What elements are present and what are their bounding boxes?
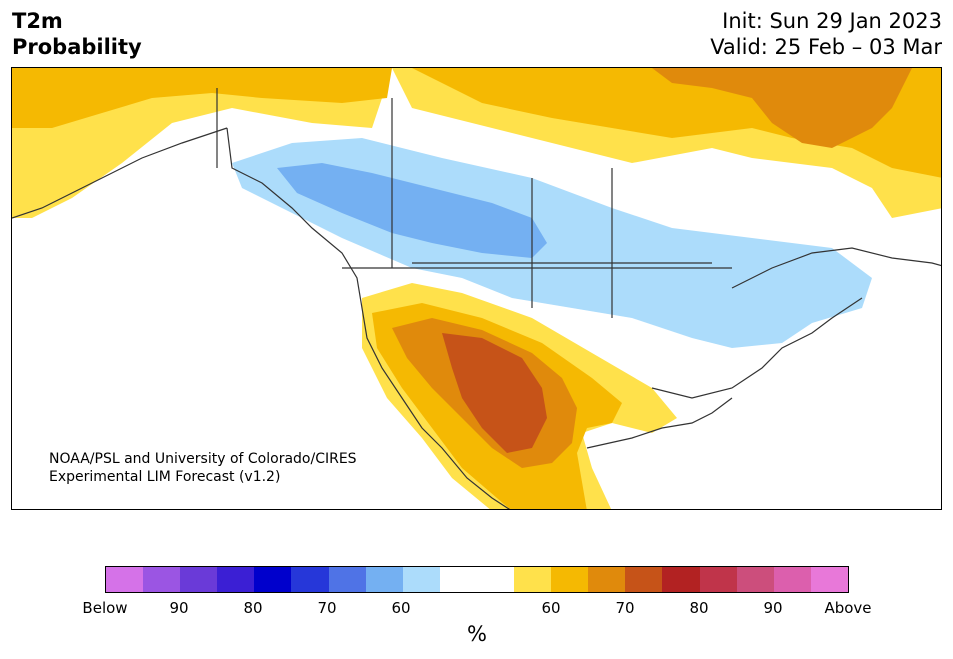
title-variable: T2m [12,9,63,33]
colorbar-swatch [402,567,440,592]
map-panel [11,67,942,510]
colorbar-swatch [106,567,144,592]
colorbar-swatch [699,567,737,592]
colorbar-swatch [773,567,811,592]
coastlines [12,88,941,509]
credit-text: NOAA/PSL and University of Colorado/CIRE… [49,450,357,486]
above-80-core [442,333,547,453]
colorbar-swatch [439,567,477,592]
credit-line-2: Experimental LIM Forecast (v1.2) [49,469,281,485]
init-date: Init: Sun 29 Jan 2023 [722,9,942,33]
colorbar-tick-label: 60 [541,599,561,617]
colorbar-swatch [736,567,774,592]
colorbar-swatch [365,567,403,592]
colorbar-unit: % [467,622,487,646]
colorbar-swatch [625,567,663,592]
colorbar-tick-label: 80 [689,599,709,617]
below-60-core [277,163,547,258]
colorbar-swatch [143,567,181,592]
colorbar-swatch [810,567,848,592]
above-60-alaska [12,68,392,128]
colorbar-tick-label: 70 [317,599,337,617]
colorbar [105,566,849,593]
colorbar-swatch [662,567,700,592]
colorbar-tick-label: 80 [243,599,263,617]
colorbar-swatch [291,567,329,592]
colorbar-tick-label: 90 [763,599,783,617]
colorbar-swatch [588,567,626,592]
colorbar-tick-label: 70 [615,599,635,617]
colorbar-tick-label: Below [82,599,128,617]
credit-line-1: NOAA/PSL and University of Colorado/CIRE… [49,451,357,467]
map-title: T2m Probability [12,8,142,60]
colorbar-swatch [514,567,552,592]
colorbar-tick-label: 90 [169,599,189,617]
valid-range: Valid: 25 Feb – 03 Mar [710,35,942,59]
colorbar-swatch [254,567,292,592]
colorbar-swatch [217,567,255,592]
colorbar-swatch [476,567,515,592]
colorbar-swatch [180,567,218,592]
above-70-greenland [652,68,912,148]
probability-map [12,68,941,509]
forecast-dates: Init: Sun 29 Jan 2023 Valid: 25 Feb – 03… [710,8,942,60]
title-subtitle: Probability [12,35,142,59]
colorbar-swatch [551,567,589,592]
colorbar-tick-label: 60 [391,599,411,617]
colorbar-tick-label: Above [824,599,872,617]
colorbar-swatch [328,567,366,592]
